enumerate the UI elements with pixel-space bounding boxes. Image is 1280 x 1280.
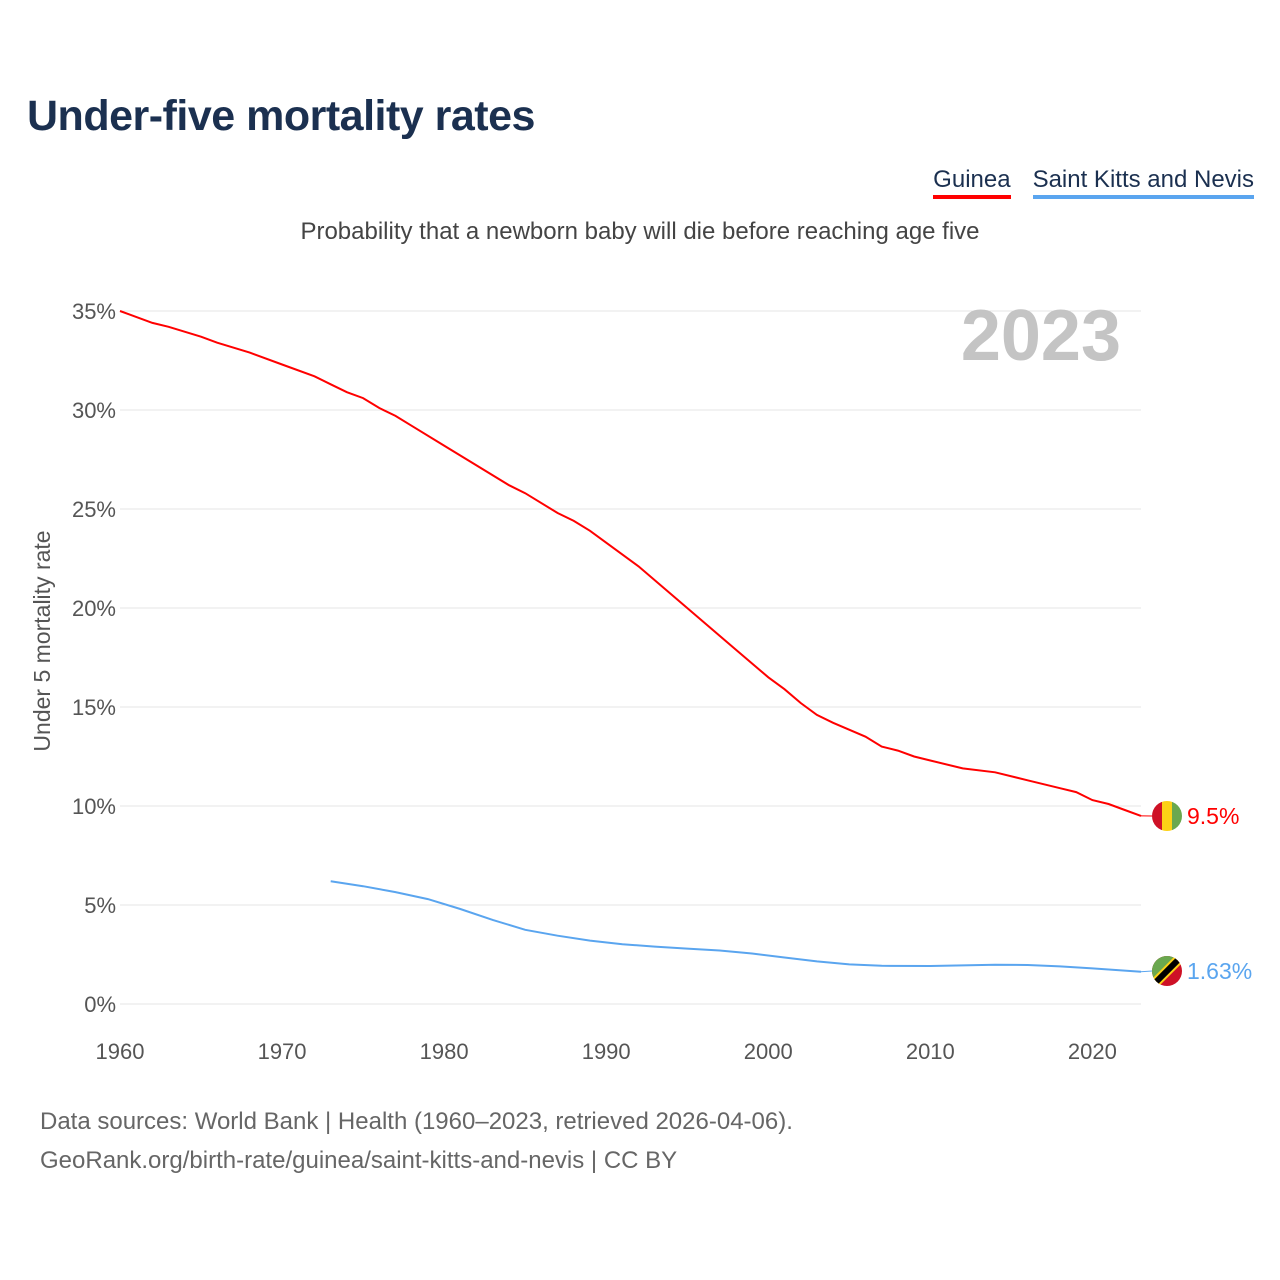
y-tick-label: 25% [72, 497, 116, 522]
y-tick-label: 30% [72, 398, 116, 423]
chart-subtitle: Probability that a newborn baby will die… [300, 218, 980, 245]
x-tick-label: 2020 [1068, 1039, 1117, 1064]
chart-title: Under-five mortality rates [27, 92, 535, 140]
y-tick-label: 5% [84, 893, 116, 918]
end-value-label: 1.63% [1187, 958, 1252, 984]
legend-item-guinea[interactable]: Guinea [933, 166, 1011, 199]
y-tick-label: 20% [72, 596, 116, 621]
series-line-guinea [119, 310, 1142, 817]
x-tick-label: 2000 [744, 1039, 793, 1064]
end-connector [1140, 970, 1153, 973]
guinea-flag-icon [1152, 801, 1182, 831]
y-tick-label: 10% [72, 794, 116, 819]
end-value-label: 9.5% [1187, 803, 1239, 829]
series-line-saint-kitts-and-nevis [330, 880, 1142, 973]
y-tick-label: 35% [72, 299, 116, 324]
y-tick-label: 0% [84, 992, 116, 1017]
footer-attribution: GeoRank.org/birth-rate/guinea/saint-kitt… [40, 1147, 678, 1174]
y-tick-label: 15% [72, 695, 116, 720]
footer-sources: Data sources: World Bank | Health (1960–… [40, 1108, 793, 1135]
saint-kitts-and-nevis-flag-icon [1152, 956, 1182, 986]
x-tick-label: 2010 [906, 1039, 955, 1064]
x-tick-label: 1980 [420, 1039, 469, 1064]
legend: Guinea Saint Kitts and Nevis [933, 166, 1254, 199]
y-axis-label: Under 5 mortality rate [29, 530, 55, 751]
x-tick-label: 1960 [96, 1039, 145, 1064]
x-tick-label: 1970 [258, 1039, 307, 1064]
x-tick-label: 1990 [582, 1039, 631, 1064]
legend-item-saint-kitts-and-nevis[interactable]: Saint Kitts and Nevis [1032, 166, 1254, 199]
year-watermark: 2023 [961, 296, 1121, 376]
